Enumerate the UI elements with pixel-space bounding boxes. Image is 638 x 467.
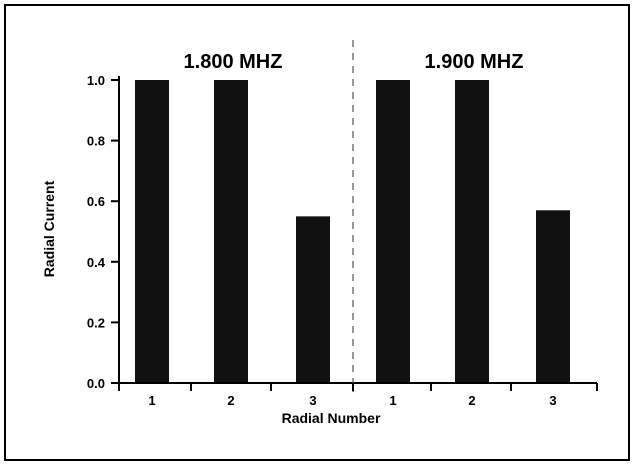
x-axis-title: Radial Number [282, 410, 381, 426]
labels-layer: Radial Number Radial Current 1.800 MHZ 1… [41, 51, 523, 426]
y-tick-label: 1.0 [87, 73, 105, 88]
bars-layer [135, 80, 570, 383]
x-tick-label: 2 [468, 393, 475, 408]
group-title-1: 1.800 MHZ [184, 51, 283, 73]
group-title-2: 1.900 MHZ [425, 51, 524, 73]
y-tick-label: 0.6 [87, 194, 105, 209]
y-tick-label: 0.8 [87, 134, 105, 149]
axes-layer [118, 40, 597, 392]
x-tick-label: 1 [389, 393, 396, 408]
y-axis-title: Radial Current [41, 180, 57, 277]
bar-group1-radial1 [135, 80, 169, 383]
bar-group1-radial2 [214, 80, 248, 383]
ticks-layer: 0.0 0.2 0.4 0.6 0.8 1.0 1 2 3 1 2 3 [87, 73, 598, 408]
y-tick-label: 0.2 [87, 315, 105, 330]
x-tick-label: 1 [148, 393, 155, 408]
bar-group2-radial3 [536, 210, 570, 383]
bar-group2-radial2 [455, 80, 489, 383]
y-tick-label: 0.4 [87, 255, 106, 270]
x-tick-label: 3 [549, 393, 556, 408]
x-tick-label: 2 [227, 393, 234, 408]
x-tick-label: 3 [309, 393, 316, 408]
y-tick-label: 0.0 [87, 376, 105, 391]
bar-group1-radial3 [296, 216, 330, 383]
bar-group2-radial1 [376, 80, 410, 383]
